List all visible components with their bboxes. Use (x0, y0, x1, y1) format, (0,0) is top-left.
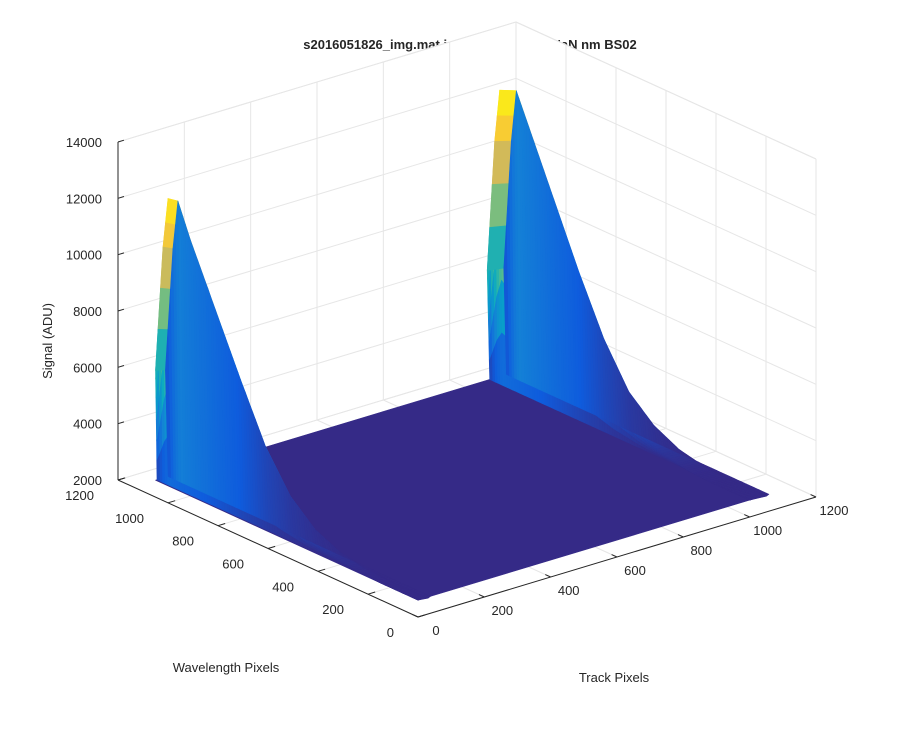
z-axis-label: Signal (ADU) (40, 303, 55, 379)
z-tick-label: 8000 (73, 304, 102, 319)
z-tick (117, 196, 125, 199)
axis-tick-labels: 0200400600800100012000200400600800100012… (65, 135, 848, 640)
grid-wall-z (515, 77, 817, 216)
z-tick-label: 2000 (73, 473, 102, 488)
y-tick-label: 200 (322, 602, 344, 617)
y-tick-label: 0 (387, 625, 394, 640)
z-tick-label: 12000 (66, 191, 102, 206)
peak-track-1000-ridge (491, 140, 512, 185)
peak-track-0-back-face (165, 329, 171, 478)
z-tick (117, 139, 125, 143)
y-tick (217, 523, 226, 527)
z-tick-label: 4000 (73, 417, 102, 432)
y-tick-label: 800 (172, 534, 194, 549)
z-tick (117, 308, 125, 312)
z-tick-label: 10000 (66, 248, 102, 263)
x-tick (545, 574, 551, 578)
surface-mesh (155, 89, 770, 601)
y-tick (167, 500, 176, 504)
peak-track-1000-ridge (496, 89, 517, 117)
axis-ticks (117, 139, 817, 618)
x-tick (744, 514, 750, 518)
grid-wall-z (117, 77, 517, 199)
z-tick-label: 6000 (73, 360, 102, 375)
x-tick-label: 800 (690, 543, 712, 558)
x-tick (677, 534, 684, 538)
x-tick-label: 0 (432, 623, 439, 638)
y-tick (367, 591, 376, 595)
y-axis-label: Wavelength Pixels (173, 660, 280, 675)
y-tick (267, 545, 276, 549)
grid-top-edge (117, 21, 517, 143)
x-tick-label: 200 (491, 603, 513, 618)
x-tick (611, 554, 618, 558)
y-tick (317, 568, 326, 572)
y-tick-label: 1000 (115, 511, 144, 526)
peak-track-1000-ridge (494, 115, 515, 142)
y-tick (417, 614, 426, 618)
z-tick-label: 14000 (66, 135, 102, 150)
grid-wall-z (515, 134, 817, 273)
z-tick (117, 477, 125, 481)
peak-track-1000-back-face (503, 225, 510, 376)
x-tick (810, 494, 817, 498)
grid-wall-z (515, 190, 817, 329)
x-tick-label: 1000 (753, 523, 782, 538)
x-tick (478, 594, 485, 598)
z-tick (117, 365, 125, 368)
z-tick (117, 421, 125, 425)
x-tick-label: 400 (558, 583, 580, 598)
y-tick-label: 600 (222, 557, 244, 572)
x-tick-label: 1200 (820, 503, 849, 518)
y-tick-label: 400 (272, 579, 294, 594)
peak-track-1000-ridge (489, 183, 510, 228)
grid-top-edge (515, 21, 817, 160)
x-tick-label: 600 (624, 563, 646, 578)
peak-track-1000-ridge (486, 225, 507, 271)
x-axis-label: Track Pixels (579, 670, 650, 685)
y-tick-label: 1200 (65, 488, 94, 503)
z-tick (117, 252, 125, 256)
x-tick (412, 614, 419, 618)
